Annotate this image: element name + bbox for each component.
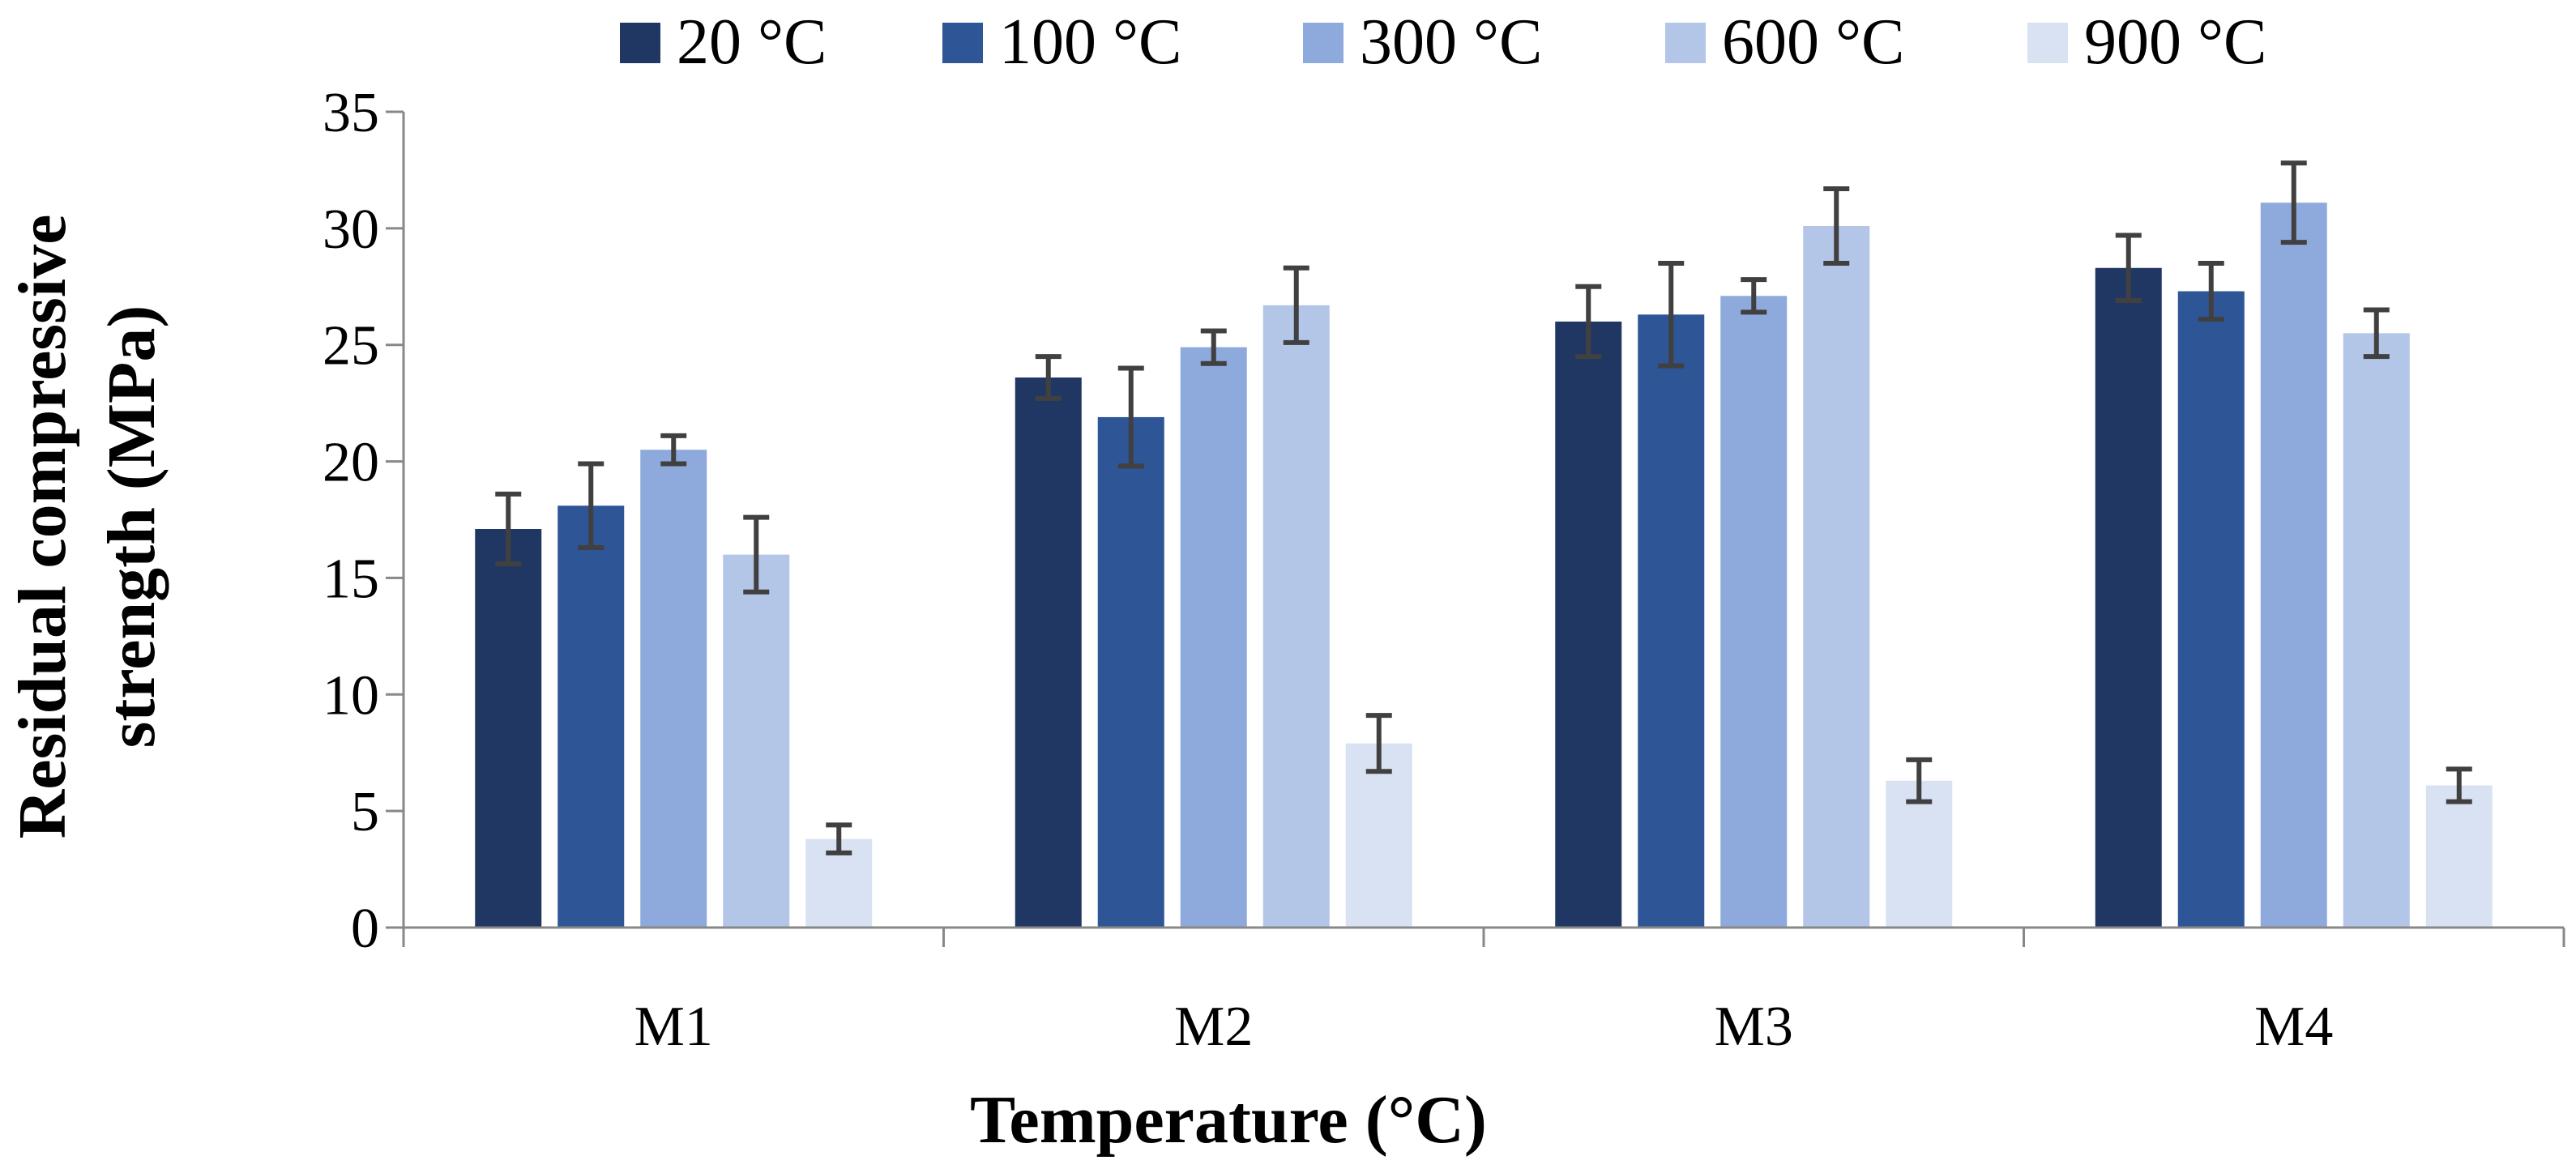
error-bar xyxy=(660,433,687,467)
error-bar xyxy=(1035,354,1062,401)
legend: 20 °C 100 °C 300 °C 600 °C 900 °C xyxy=(620,6,2266,78)
y-tick-label: 35 xyxy=(323,82,379,144)
bar xyxy=(1345,743,1412,928)
bar xyxy=(2177,291,2245,928)
y-axis-title: Residual compressive strength (MPa) xyxy=(5,215,169,839)
error-bar xyxy=(2446,766,2472,804)
error-bar xyxy=(2280,160,2307,245)
bar xyxy=(1638,314,1705,928)
y-tick-label: 5 xyxy=(351,781,379,843)
error-bar xyxy=(1658,261,1685,369)
x-axis-ticks: M1 M2 M3 M4 xyxy=(634,996,2334,1058)
legend-swatch xyxy=(1665,23,1706,63)
error-bars xyxy=(495,160,2472,855)
bar xyxy=(1180,347,1247,928)
x-category-label: M4 xyxy=(2254,996,2333,1058)
error-bar xyxy=(1741,277,1767,315)
y-axis-title-line: strength (MPa) xyxy=(94,305,169,749)
legend-label: 600 °C xyxy=(1722,6,1904,78)
legend-swatch xyxy=(942,23,983,63)
x-category-label: M3 xyxy=(1715,996,1793,1058)
bar xyxy=(1886,780,1953,928)
bar xyxy=(723,554,790,928)
x-category-label: M2 xyxy=(1174,996,1253,1058)
bar xyxy=(1262,305,1330,928)
axes xyxy=(402,112,2565,947)
bar xyxy=(1720,296,1788,928)
bars xyxy=(475,203,2493,928)
bar xyxy=(2095,267,2162,928)
bar xyxy=(2343,333,2410,928)
error-bar xyxy=(1823,186,1850,267)
error-bar xyxy=(743,514,770,595)
y-tick-label: 30 xyxy=(323,198,379,261)
bar xyxy=(2260,203,2327,928)
error-bar xyxy=(1575,284,1602,360)
y-tick-label: 25 xyxy=(323,315,379,377)
legend-label: 300 °C xyxy=(1360,6,1542,78)
legend-swatch xyxy=(620,23,660,63)
x-category-label: M1 xyxy=(634,996,713,1058)
legend-item: 20 °C xyxy=(620,6,827,78)
error-bar xyxy=(578,461,604,551)
y-axis-ticks: 0 5 10 15 20 25 30 35 xyxy=(323,82,404,960)
legend-label: 100 °C xyxy=(999,6,1181,78)
y-tick-label: 15 xyxy=(323,548,379,610)
error-bar xyxy=(2115,232,2142,304)
error-bar xyxy=(2363,307,2390,360)
legend-item: 100 °C xyxy=(942,6,1181,78)
y-tick-label: 10 xyxy=(323,664,379,727)
bar xyxy=(475,529,542,928)
y-tick-label: 20 xyxy=(323,432,379,494)
error-bar xyxy=(1200,328,1227,366)
legend-label: 900 °C xyxy=(2084,6,2266,78)
y-axis-title-line: Residual compressive xyxy=(5,215,80,839)
legend-item: 600 °C xyxy=(1665,6,1904,78)
legend-item: 900 °C xyxy=(2027,6,2266,78)
x-axis-title: Temperature (°C) xyxy=(970,1082,1487,1158)
bar xyxy=(640,450,707,928)
bar xyxy=(1803,225,1870,928)
bar xyxy=(1097,416,1164,928)
legend-swatch xyxy=(2027,23,2068,63)
error-bar xyxy=(2198,261,2224,322)
y-tick-label: 0 xyxy=(351,898,379,960)
legend-swatch xyxy=(1303,23,1344,63)
error-bar xyxy=(495,491,522,567)
bar xyxy=(2425,785,2493,928)
legend-item: 300 °C xyxy=(1303,6,1542,78)
bar xyxy=(1015,377,1082,928)
bar xyxy=(1555,321,1622,928)
legend-label: 20 °C xyxy=(677,6,827,78)
error-bar xyxy=(1365,713,1392,774)
error-bar xyxy=(826,822,852,855)
error-bar xyxy=(1117,365,1144,469)
error-bar xyxy=(1283,265,1309,345)
bar xyxy=(557,505,625,928)
error-bar xyxy=(1906,757,1933,804)
